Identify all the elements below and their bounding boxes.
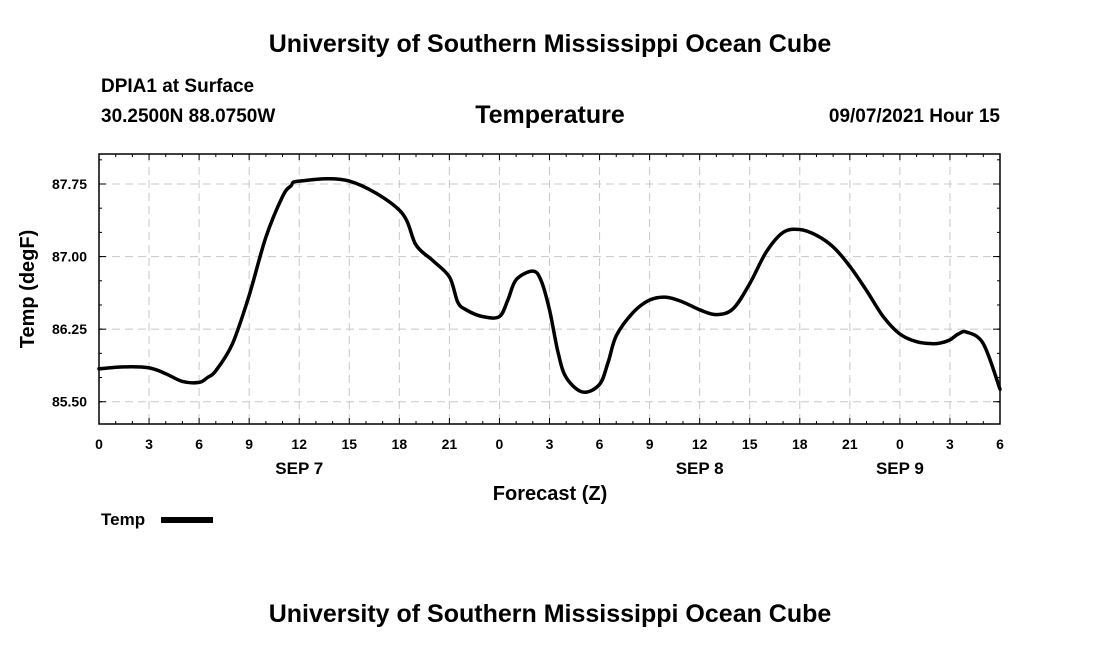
date-label: SEP 8 [676, 459, 724, 478]
x-tick-label: 15 [742, 436, 758, 452]
grid [99, 154, 1000, 424]
x-tick-label: 6 [195, 436, 203, 452]
top-title: University of Southern Mississippi Ocean… [268, 30, 832, 58]
chart-title: Temperature [475, 101, 625, 129]
x-tick-label: 3 [546, 436, 554, 452]
y-axis-label: Temp (degF) [17, 230, 39, 349]
x-tick-label: 3 [946, 436, 954, 452]
x-tick-label: 18 [792, 436, 808, 452]
legend-swatch [161, 517, 213, 523]
x-tick-label: 3 [145, 436, 153, 452]
x-tick-label: 18 [392, 436, 408, 452]
series-line-temp [97, 177, 1002, 395]
y-tick-label: 86.25 [52, 321, 87, 337]
station-label: DPIA1 at Surface [101, 76, 255, 97]
axis-labels: 0 3 6 9 12 15 18 21 0 3 6 9 12 15 18 21 0 3 6 85.50 86.25 87.… [52, 176, 1004, 478]
x-axis-label: Forecast (Z) [493, 483, 607, 505]
y-tick-label: 87.00 [52, 249, 87, 265]
y-tick-label: 85.50 [52, 394, 87, 410]
x-tick-label: 15 [341, 436, 357, 452]
bottom-title: University of Southern Mississippi Ocean… [268, 600, 832, 628]
datetime-label: 09/07/2021 Hour 15 [828, 106, 1000, 127]
x-tick-label: 0 [496, 436, 504, 452]
x-tick-label: 6 [996, 436, 1004, 452]
date-label: SEP 9 [876, 459, 924, 478]
x-tick-label: 0 [896, 436, 904, 452]
coordinates-label: 30.2500N 88.0750W [101, 106, 276, 127]
x-tick-label: 21 [442, 436, 458, 452]
legend-label: Temp [101, 510, 145, 529]
plot-frame [98, 153, 1001, 425]
x-tick-label: 12 [692, 436, 708, 452]
y-tick-label: 87.75 [52, 176, 87, 192]
x-tick-label: 9 [646, 436, 654, 452]
x-tick-label: 21 [842, 436, 858, 452]
x-tick-label: 12 [291, 436, 307, 452]
x-tick-label: 9 [245, 436, 253, 452]
x-tick-label: 6 [596, 436, 604, 452]
date-label: SEP 7 [275, 459, 323, 478]
x-tick-label: 0 [95, 436, 103, 452]
